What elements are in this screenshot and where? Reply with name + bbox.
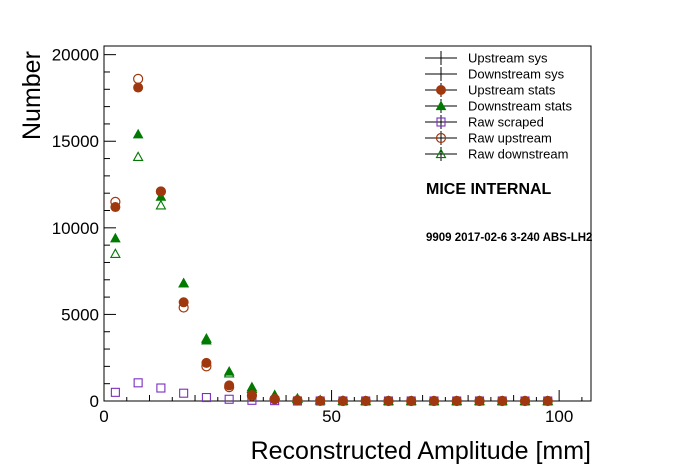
y-tick-label: 10000 [52, 219, 99, 238]
downstream-stats-point [246, 381, 258, 392]
upstream-stats-point [246, 389, 257, 400]
upstream-stats-point [520, 396, 531, 406]
legend-marker-raw-scraped [436, 117, 446, 127]
legend-label-raw-scraped: Raw scraped [468, 115, 544, 130]
downstream-stats-point [201, 334, 212, 345]
x-tick-label: 0 [99, 407, 108, 426]
y-tick-label: 0 [90, 392, 99, 411]
raw-scraped-point [110, 387, 120, 397]
legend-marker-raw-upstream [435, 132, 447, 144]
legend-label-upstream-sys: Upstream sys [468, 51, 548, 66]
upstream-stats-point [224, 380, 235, 391]
legend-marker-downstream-stats [435, 100, 447, 111]
upstream-stats-point [178, 297, 189, 308]
upstream-stats-point [269, 393, 280, 404]
legend-label-downstream-sys: Downstream sys [468, 67, 565, 82]
y-tick-label: 5000 [61, 305, 99, 324]
y-axis-title: Number [18, 51, 46, 140]
raw-scraped-point [133, 378, 143, 388]
legend-label-raw-upstream: Raw upstream [468, 131, 552, 146]
legend-marker-raw-downstream [435, 148, 447, 159]
downstream-stats-point [132, 128, 144, 139]
y-tick-label: 20000 [52, 46, 99, 65]
downstream-stats-point [110, 232, 121, 243]
data-markers [109, 73, 554, 407]
raw-scraped-point [201, 392, 211, 403]
upstream-stats-point [428, 396, 439, 406]
upstream-stats-point [542, 396, 553, 406]
upstream-stats-point [360, 396, 371, 406]
y-tick-label: 15000 [52, 132, 99, 151]
upstream-stats-point [110, 202, 121, 213]
raw-downstream-point [155, 199, 167, 210]
raw-scraped-point [179, 388, 189, 398]
legend-marker-upstream-stats [436, 85, 446, 95]
legend-label-downstream-stats: Downstream stats [468, 99, 573, 114]
upstream-stats-point [133, 82, 144, 93]
upstream-stats-point [383, 396, 394, 406]
annotation-mice-internal: MICE INTERNAL [426, 181, 552, 198]
downstream-stats-point [178, 277, 189, 288]
axes: 0 50 100 0 5000 10000 15000 20000 [52, 46, 583, 426]
raw-scraped-point [156, 383, 166, 393]
upstream-stats-point [406, 396, 417, 406]
upstream-stats-point [337, 396, 348, 406]
x-tick-label: 100 [545, 407, 573, 426]
raw-downstream-point [132, 151, 144, 161]
raw-scraped-point [224, 394, 234, 404]
x-tick-label: 50 [322, 407, 341, 426]
annotation-run-info: 9909 2017-02-6 3-240 ABS-LH2 [426, 232, 592, 244]
downstream-stats-point [223, 366, 235, 376]
legend-label-upstream-stats: Upstream stats [468, 83, 556, 98]
upstream-stats-point [474, 396, 485, 406]
legend-label-raw-downstream: Raw downstream [468, 147, 568, 162]
raw-downstream-point [109, 248, 121, 258]
upstream-stats-point [451, 396, 462, 406]
upstream-stats-point [155, 186, 166, 197]
upstream-stats-point [201, 357, 212, 368]
upstream-stats-point [315, 395, 326, 406]
upstream-stats-point [292, 395, 303, 406]
x-axis-title: Reconstructed Amplitude [mm] [251, 437, 591, 465]
upstream-stats-point [497, 396, 508, 406]
raw-upstream-point [133, 73, 144, 85]
